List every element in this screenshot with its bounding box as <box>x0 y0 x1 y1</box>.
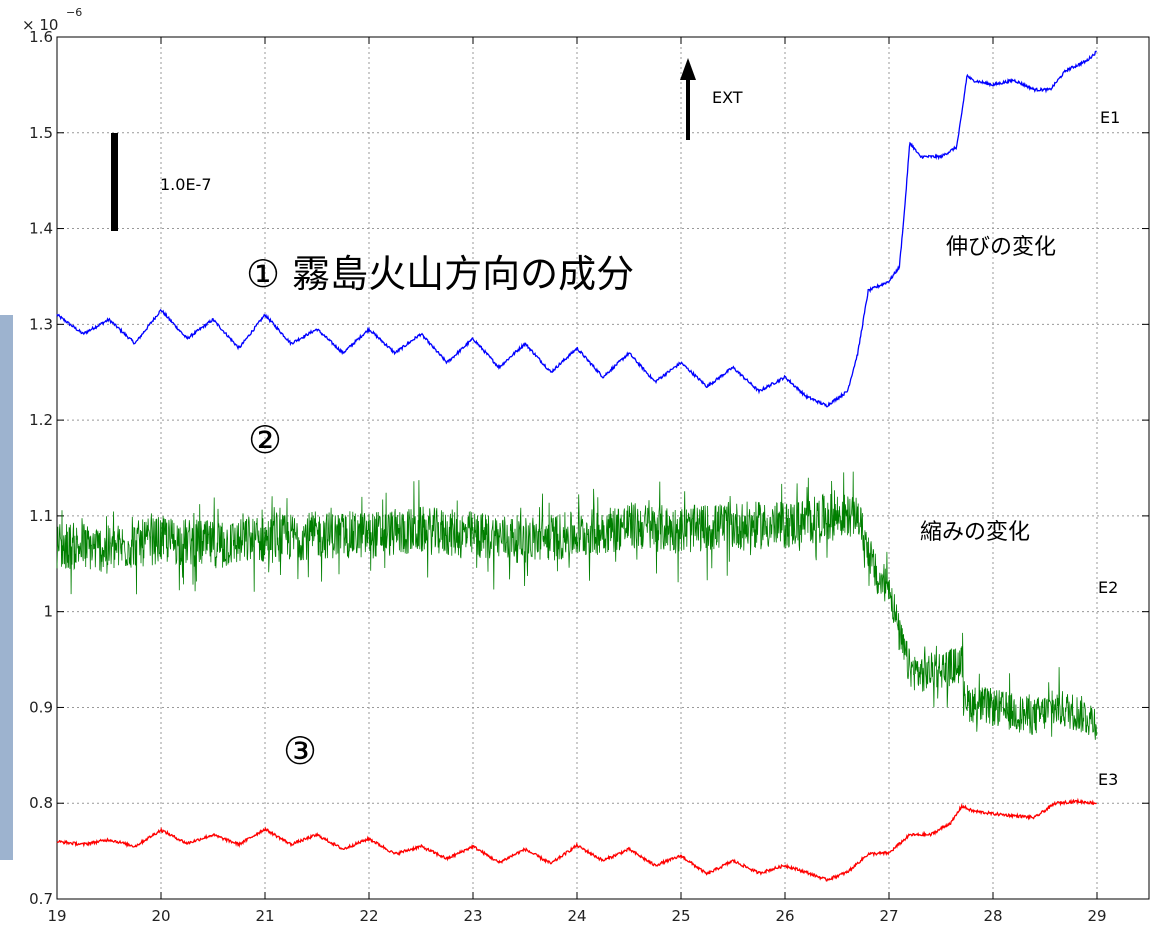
y-tick-label: 1.2 <box>29 411 53 429</box>
x-tick-label: 27 <box>879 907 898 925</box>
y-tick-label: 1.3 <box>29 315 53 333</box>
component-title: ① 霧島火山方向の成分 <box>246 252 634 296</box>
series-line-e3 <box>56 797 1097 882</box>
series-layer <box>56 50 1098 882</box>
x-tick-label: 20 <box>151 907 170 925</box>
x-tick-label: 29 <box>1087 907 1106 925</box>
left-edge-strip <box>0 315 13 860</box>
y-tick-label: 1.4 <box>29 220 53 238</box>
y-exponent-label: × 10 <box>22 16 58 34</box>
y-tick-label: 1 <box>43 603 53 621</box>
y-exponent-power: −6 <box>66 6 82 19</box>
series-line-e1 <box>56 50 1097 408</box>
ext-arrow-icon <box>680 58 696 80</box>
axis-ticks: 19 20 21 22 23 24 25 26 27 28 29 0.7 0.8 0.9 1 1.1 1.2 1.… <box>29 28 1149 925</box>
ext-label: EXT <box>712 88 743 107</box>
grid <box>57 37 1149 899</box>
y-tick-label: 0.7 <box>29 890 53 908</box>
plot-frame <box>56 36 1150 900</box>
scale-label: 1.0E-7 <box>160 175 212 194</box>
x-tick-label: 28 <box>983 907 1002 925</box>
series-line-e2 <box>56 471 1098 740</box>
shrink-annotation: 縮みの変化 <box>920 520 1030 545</box>
y-tick-label: 0.8 <box>29 794 53 812</box>
series-label-e3: E3 <box>1098 770 1118 789</box>
x-tick-label: 19 <box>47 907 66 925</box>
stretch-annotation: 伸びの変化 <box>946 235 1056 260</box>
marker-2: ② <box>248 418 282 462</box>
series-label-e1: E1 <box>1100 108 1120 127</box>
series-label-e2: E2 <box>1098 578 1118 597</box>
x-tick-label: 22 <box>359 907 378 925</box>
x-tick-label: 25 <box>671 907 690 925</box>
x-tick-label: 26 <box>775 907 794 925</box>
y-tick-label: 0.9 <box>29 698 53 716</box>
marker-3: ③ <box>283 729 317 773</box>
x-tick-label: 23 <box>463 907 482 925</box>
scale-bar <box>111 133 118 231</box>
y-tick-label: 1.5 <box>29 124 53 142</box>
x-tick-label: 24 <box>567 907 586 925</box>
y-tick-label: 1.6 <box>29 28 53 46</box>
x-tick-label: 21 <box>255 907 274 925</box>
y-tick-label: 1.1 <box>29 507 53 525</box>
